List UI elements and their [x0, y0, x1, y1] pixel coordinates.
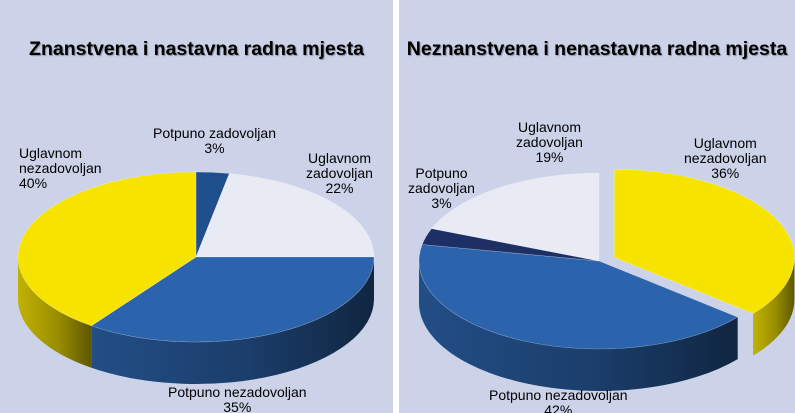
slice-name: Uglavnom zadovoljan [516, 119, 583, 150]
slice-value: 22% [325, 180, 354, 196]
slice-label-potpuno-zadovoljan: Potpuno zadovoljan 3% [408, 166, 475, 211]
slice-value: 19% [535, 149, 564, 165]
slice-label-potpuno-zadovoljan: Potpuno zadovoljan 3% [153, 126, 276, 156]
slice-uglavnom-zadovoljan [431, 172, 600, 262]
slice-value: 3% [204, 140, 225, 156]
slice-value: 36% [711, 165, 740, 181]
slice-name: Uglavnom zadovoljan [306, 150, 373, 181]
chart-left: Znanstvena i nastavna radna mjesta Potpu… [0, 0, 393, 413]
slice-potpuno-nezadovoljan [90, 256, 375, 343]
slice-value: 40% [19, 175, 48, 191]
slice-potpuno-zadovoljan [195, 171, 230, 258]
slice-name: Uglavnom nezadovoljan [19, 145, 102, 176]
slice-label-potpuno-nezadovoljan: Potpuno nezadovoljan 42% [489, 388, 628, 413]
pie-left [17, 171, 375, 384]
chart-title-right: Neznanstvena i nenastavna radna mjesta [406, 38, 788, 60]
slice-name: Potpuno nezadovoljan [489, 387, 628, 403]
chart-right: Neznanstvena i nenastavna radna mjesta U… [399, 0, 795, 413]
pie-right [418, 169, 795, 392]
chart-title-left: Znanstvena i nastavna radna mjesta [29, 38, 364, 60]
slice-name: Potpuno zadovoljan [408, 165, 475, 196]
slice-label-uglavnom-nezadovoljan: Uglavnom nezadovoljan 40% [19, 146, 102, 191]
slice-label-uglavnom-zadovoljan: Uglavnom zadovoljan 22% [306, 151, 373, 196]
slice-value: 42% [544, 402, 573, 413]
slice-side-potpuno-nezadovoljan [91, 257, 375, 384]
slice-potpuno-nezadovoljan [418, 244, 739, 350]
slice-uglavnom-zadovoljan [195, 173, 375, 258]
slice-label-potpuno-nezadovoljan: Potpuno nezadovoljan 35% [168, 385, 307, 413]
slice-value: 35% [223, 399, 252, 413]
slice-name: Potpuno nezadovoljan [168, 384, 307, 400]
slice-name: Uglavnom nezadovoljan [684, 135, 767, 166]
slice-name: Potpuno zadovoljan [153, 125, 276, 141]
slice-side-uglavnom-nezadovoljan [18, 257, 92, 368]
slice-label-uglavnom-nezadovoljan: Uglavnom nezadovoljan 36% [684, 136, 767, 181]
slice-side-uglavnom-nezadovoljan [753, 257, 795, 356]
slice-value: 3% [431, 195, 452, 211]
slice-side-potpuno-nezadovoljan [419, 261, 738, 392]
slice-uglavnom-nezadovoljan [17, 171, 197, 327]
slice-uglavnom-nezadovoljan [614, 169, 795, 314]
slice-label-uglavnom-zadovoljan: Uglavnom zadovoljan 19% [516, 120, 583, 165]
slice-potpuno-zadovoljan [421, 228, 600, 262]
